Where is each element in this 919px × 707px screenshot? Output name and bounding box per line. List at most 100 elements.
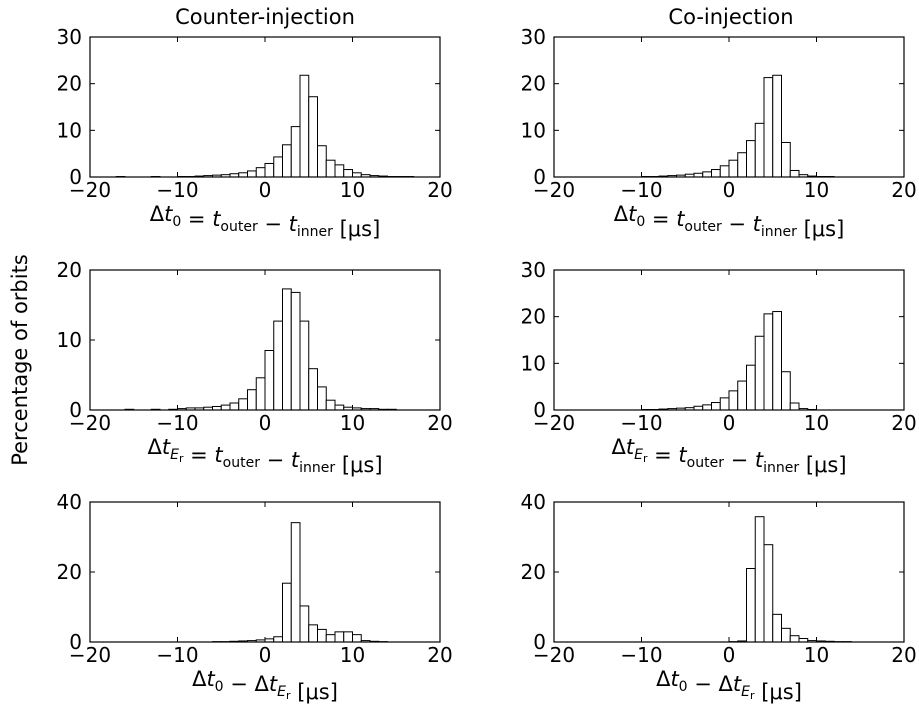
- histogram-bar: [273, 320, 283, 411]
- histogram-bar: [737, 152, 747, 178]
- y-axis-label: Percentage of orbits: [8, 254, 32, 466]
- y-tick-label: 20: [57, 258, 82, 282]
- histogram-bar: [264, 162, 275, 178]
- histogram-bar: [711, 169, 721, 178]
- y-tick-label: 10: [521, 351, 546, 375]
- y-tick-label: 20: [521, 305, 546, 329]
- histogram-bar: [772, 74, 782, 178]
- panel-row1-left: −20 −10 0 10 20 0 10 20 30 Δt0 = touter − tinner …: [57, 25, 453, 241]
- histogram-bar: [255, 377, 266, 411]
- panel-row2-left: −20 −10 0 10 20 0 10 20 ΔtEr = touter − tinner […: [57, 258, 453, 477]
- histogram-bar: [352, 634, 362, 643]
- histogram-bar: [763, 77, 774, 178]
- histogram-bar: [238, 398, 248, 411]
- histogram-bar: [352, 172, 362, 178]
- histogram-bar: [754, 516, 765, 643]
- histogram-bar: [273, 156, 283, 178]
- histogram-bar: [325, 159, 336, 178]
- x-tick-label: −20: [533, 178, 575, 202]
- x-tick-label: 0: [259, 643, 272, 667]
- histogram-bar: [746, 568, 756, 643]
- panel-row3-left: −20 −10 0 10 20 0 20 40 Δt0 − ΔtEr [μs]: [57, 490, 453, 704]
- x-tick-label: 20: [427, 411, 452, 435]
- histogram-bar: [789, 402, 800, 411]
- histogram-bar: [299, 605, 310, 643]
- histogram-bar: [238, 172, 248, 178]
- histogram-bar: [737, 380, 747, 411]
- x-axis-label: Δt0 = touter − tinner [μs]: [614, 202, 845, 241]
- x-axis-label: Δt0 − ΔtEr [μs]: [656, 667, 802, 704]
- histogram-bar: [317, 145, 327, 178]
- panel-row1-right: −20 −10 0 10 20 0 10 20 30 Δt0 = touter − tinner …: [521, 25, 917, 241]
- x-tick-label: −10: [156, 643, 198, 667]
- histogram-bar: [763, 313, 774, 411]
- y-tick-label: 30: [521, 25, 546, 49]
- histogram-bar: [781, 627, 791, 643]
- axes-frame: [89, 501, 441, 643]
- x-tick-label: −10: [156, 178, 198, 202]
- histogram-bar: [290, 291, 301, 411]
- histogram-bar: [290, 522, 301, 643]
- histogram-bar: [789, 169, 800, 178]
- x-tick-label: −20: [69, 643, 111, 667]
- axes-frame: [553, 269, 905, 411]
- y-tick-label: 30: [57, 25, 82, 49]
- col-title-counter: Counter-injection: [175, 5, 355, 29]
- histogram-bar: [763, 544, 774, 643]
- y-tick-label: 0: [69, 398, 82, 422]
- histogram-bar: [746, 364, 756, 411]
- histogram-bar: [282, 582, 292, 643]
- x-tick-label: 0: [723, 178, 736, 202]
- x-tick-label: 0: [723, 643, 736, 667]
- col-title-co: Co-injection: [668, 5, 793, 29]
- x-tick-label: 20: [891, 411, 916, 435]
- histogram-bar: [317, 628, 327, 643]
- histogram-bar: [754, 335, 765, 411]
- x-axis-label: ΔtEr = touter − tinner [μs]: [611, 435, 846, 477]
- y-tick-label: 30: [521, 258, 546, 282]
- x-tick-label: 0: [723, 411, 736, 435]
- x-tick-label: 10: [340, 411, 365, 435]
- x-tick-label: 20: [427, 643, 452, 667]
- y-tick-label: 0: [69, 630, 82, 654]
- histogram-bar: [719, 397, 730, 411]
- histogram-bar: [282, 288, 292, 411]
- x-tick-label: −20: [69, 178, 111, 202]
- histogram-bar: [334, 404, 345, 411]
- histogram-bar: [781, 141, 791, 178]
- y-tick-label: 0: [533, 165, 546, 189]
- histogram-bar: [334, 631, 345, 643]
- histogram-bar: [702, 404, 712, 411]
- histogram-bar: [789, 635, 800, 643]
- histogram-bar: [247, 389, 257, 411]
- x-tick-label: −20: [69, 411, 111, 435]
- histogram-bar: [781, 371, 791, 411]
- x-tick-label: 20: [891, 643, 916, 667]
- y-tick-label: 20: [57, 72, 82, 96]
- histogram-bar: [308, 624, 318, 643]
- histogram-bar: [772, 311, 782, 411]
- y-tick-label: 10: [521, 118, 546, 142]
- y-tick-label: 10: [57, 118, 82, 142]
- x-tick-label: 20: [427, 178, 452, 202]
- y-tick-label: 40: [521, 490, 546, 514]
- panel-row3-right: −20 −10 0 10 20 0 20 40 Δt0 − ΔtEr [μs]: [521, 490, 917, 704]
- x-tick-label: −20: [533, 643, 575, 667]
- histogram-bar: [247, 170, 257, 178]
- x-tick-label: 10: [804, 178, 829, 202]
- histogram-bar: [702, 171, 712, 178]
- x-tick-label: 0: [259, 411, 272, 435]
- axes-frame: [553, 36, 905, 178]
- histogram-bar: [754, 122, 765, 178]
- x-tick-label: −20: [533, 411, 575, 435]
- histogram-bar: [343, 631, 353, 643]
- x-axis-label: Δt0 − ΔtEr [μs]: [192, 667, 338, 704]
- histogram-bar: [711, 402, 721, 411]
- x-tick-label: 10: [804, 643, 829, 667]
- y-tick-label: 10: [57, 328, 82, 352]
- x-tick-label: −10: [620, 178, 662, 202]
- x-tick-label: −10: [156, 411, 198, 435]
- histogram-bar: [325, 399, 336, 411]
- x-tick-label: 10: [340, 178, 365, 202]
- x-tick-label: 20: [891, 178, 916, 202]
